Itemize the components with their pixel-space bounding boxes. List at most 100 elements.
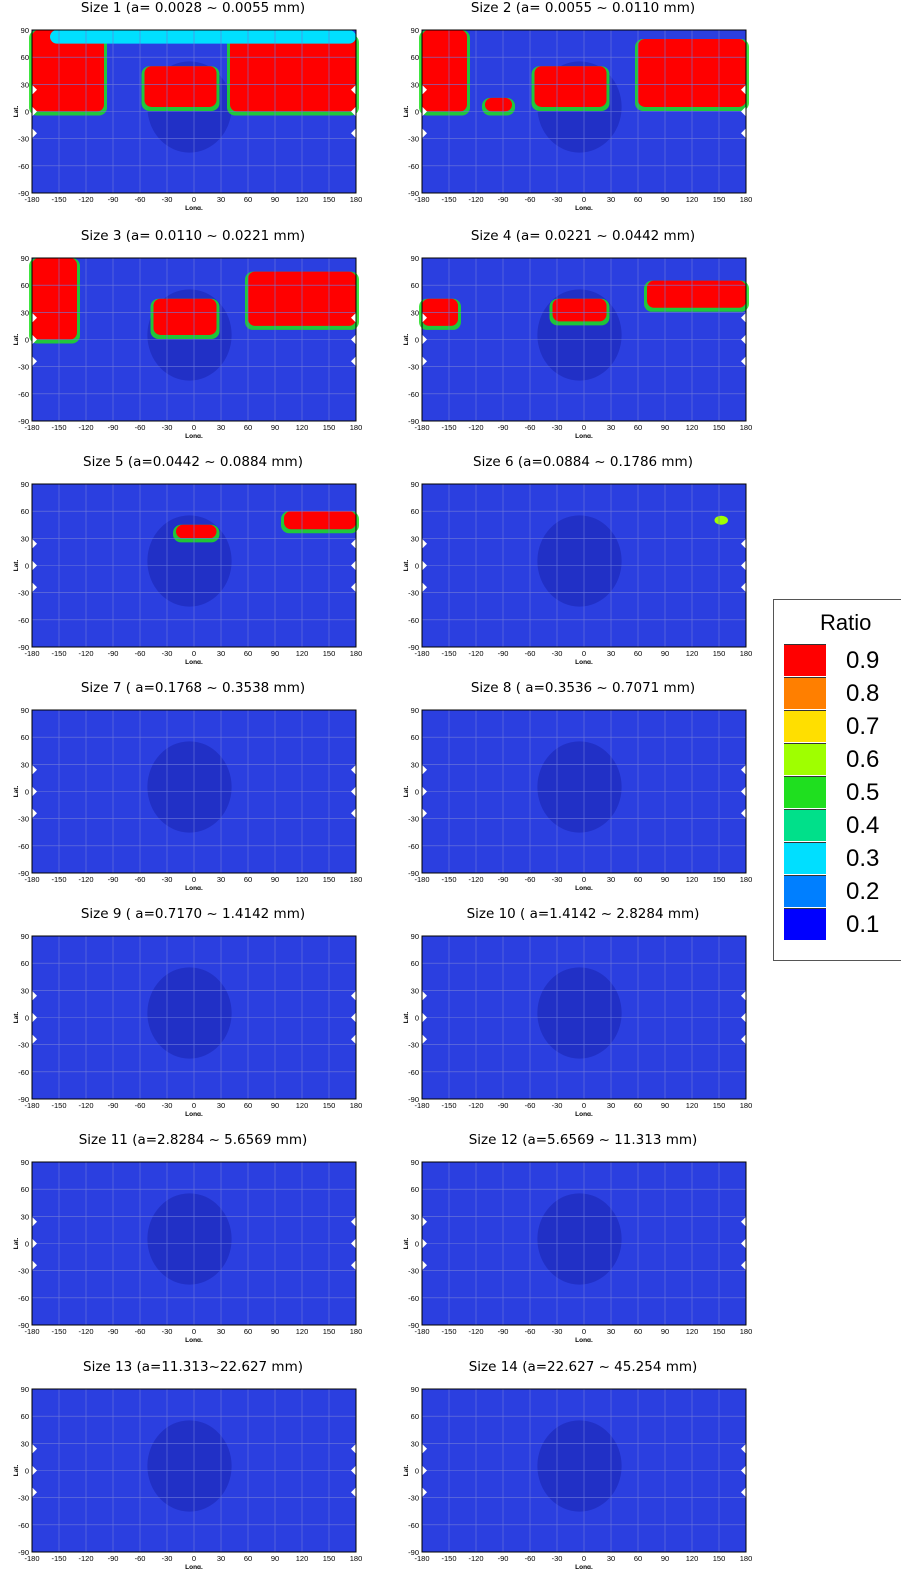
heatmap-plot: -180 -150 -120 -90 -60 -30 0 30 60 90 120 150 180 90 6… (403, 932, 752, 1116)
colorbar-item: 0.1 (784, 908, 901, 940)
x-tick-label: -120 (78, 1554, 93, 1563)
ratio-region (144, 66, 217, 107)
heatmap-plot: -180 -150 -120 -90 -60 -30 0 30 60 90 120 150 180 90 6… (13, 480, 362, 664)
colorbar-label: 0.8 (846, 680, 880, 707)
ratio-region (32, 258, 77, 340)
y-tick-label: -30 (408, 1041, 419, 1050)
x-tick-label: 30 (217, 1101, 225, 1110)
edge-notch (422, 1465, 427, 1476)
x-tick-label: -90 (498, 1101, 509, 1110)
x-tick-label: -60 (135, 195, 146, 204)
ratio-region (176, 524, 217, 539)
y-tick-label: -60 (18, 1521, 29, 1530)
y-tick-label: 0 (25, 108, 29, 117)
x-tick-label: 0 (582, 1327, 586, 1336)
edge-notch (422, 538, 427, 549)
y-axis-label: Lat. (403, 1012, 410, 1024)
y-tick-label: -60 (408, 162, 419, 171)
y-axis-label: Lat. (403, 106, 410, 118)
y-tick-label: 60 (21, 733, 29, 742)
y-tick-label: 60 (21, 1412, 29, 1421)
x-tick-label: 150 (713, 1327, 726, 1336)
y-tick-label: -90 (18, 1095, 29, 1104)
y-tick-label: -60 (18, 390, 29, 399)
x-tick-label: 120 (686, 195, 699, 204)
chart-panel: Size 4 (a= 0.0221 ~ 0.0442 mm) -180 -150 -1… (398, 228, 768, 438)
y-axis-label: Lat. (13, 1238, 20, 1250)
y-tick-label: -90 (408, 417, 419, 426)
y-tick-label: 90 (411, 26, 419, 35)
x-tick-label: 150 (713, 649, 726, 658)
y-tick-label: -90 (18, 417, 29, 426)
x-tick-label: -30 (162, 875, 173, 884)
x-tick-label: 90 (661, 1327, 669, 1336)
y-tick-label: -90 (408, 189, 419, 198)
y-tick-label: 60 (411, 959, 419, 968)
x-tick-label: -30 (552, 1554, 563, 1563)
chart-panel: Size 1 (a= 0.0028 ~ 0.0055 mm) -180 -150 -1… (8, 0, 378, 210)
x-tick-label: -60 (135, 1327, 146, 1336)
x-tick-label: -150 (51, 195, 66, 204)
panel-title: Size 6 (a=0.0884 ~ 0.1786 mm) (473, 454, 693, 470)
y-axis-label: Lat. (13, 560, 20, 572)
y-tick-label: 90 (21, 26, 29, 35)
colorbar-swatch (784, 644, 826, 676)
edge-notch (32, 106, 37, 117)
x-tick-label: 120 (686, 875, 699, 884)
chart-panel: Size 13 (a=11.313~22.627 mm) -180 -150 -120… (8, 1359, 378, 1569)
y-tick-label: -60 (408, 1068, 419, 1077)
x-tick-label: -150 (51, 1327, 66, 1336)
x-axis-label: Long. (185, 659, 203, 664)
x-tick-label: 30 (217, 649, 225, 658)
x-tick-label: 30 (607, 1101, 615, 1110)
edge-notch (422, 1487, 427, 1498)
colorbar-swatch (784, 875, 826, 907)
x-tick-label: -150 (51, 1554, 66, 1563)
panel-title: Size 7 ( a=0.1768 ~ 0.3538 mm) (80, 680, 306, 696)
y-tick-label: -90 (408, 869, 419, 878)
x-tick-label: 120 (296, 195, 309, 204)
edge-notch (741, 1034, 746, 1045)
y-tick-label: 30 (411, 986, 419, 995)
edge-notch (422, 356, 427, 367)
y-tick-label: -90 (18, 643, 29, 652)
edge-notch (422, 560, 427, 571)
edge-notch (351, 1487, 356, 1498)
x-tick-label: -120 (468, 1327, 483, 1336)
x-tick-label: 0 (192, 423, 196, 432)
x-tick-label: -60 (135, 649, 146, 658)
edge-notch (422, 582, 427, 593)
edge-notch (351, 764, 356, 775)
y-tick-label: -30 (18, 135, 29, 144)
x-tick-label: 30 (607, 875, 615, 884)
edge-notch (422, 1012, 427, 1023)
edge-notch (741, 1465, 746, 1476)
x-tick-label: -180 (24, 1327, 39, 1336)
x-tick-label: -30 (162, 1554, 173, 1563)
x-tick-label: -150 (441, 1554, 456, 1563)
plot-frame (31, 1161, 357, 1326)
plot-frame (31, 483, 357, 648)
edge-notch (351, 312, 356, 323)
x-tick-label: -180 (414, 1554, 429, 1563)
colorbar-item: 0.6 (784, 743, 901, 775)
x-tick-label: 120 (296, 1327, 309, 1336)
x-tick-label: 30 (607, 423, 615, 432)
x-tick-label: -90 (108, 195, 119, 204)
x-tick-label: -120 (468, 1554, 483, 1563)
plot-frame (31, 257, 357, 422)
y-tick-label: -30 (18, 363, 29, 372)
x-tick-label: 120 (686, 649, 699, 658)
x-tick-label: -90 (498, 423, 509, 432)
x-axis-label: Long. (575, 885, 593, 890)
x-tick-label: 0 (192, 875, 196, 884)
x-tick-label: 180 (350, 195, 363, 204)
heatmap-plot: -180 -150 -120 -90 -60 -30 0 30 60 90 120 150 180 90 6… (13, 1385, 362, 1569)
x-tick-label: 150 (323, 1554, 336, 1563)
x-tick-label: 150 (323, 875, 336, 884)
chart-panel: Size 2 (a= 0.0055 ~ 0.0110 mm) -180 -150 -1… (398, 0, 768, 210)
y-tick-label: 30 (21, 534, 29, 543)
edge-notch (741, 1238, 746, 1249)
edge-notch (32, 560, 37, 571)
x-tick-label: -60 (135, 1101, 146, 1110)
